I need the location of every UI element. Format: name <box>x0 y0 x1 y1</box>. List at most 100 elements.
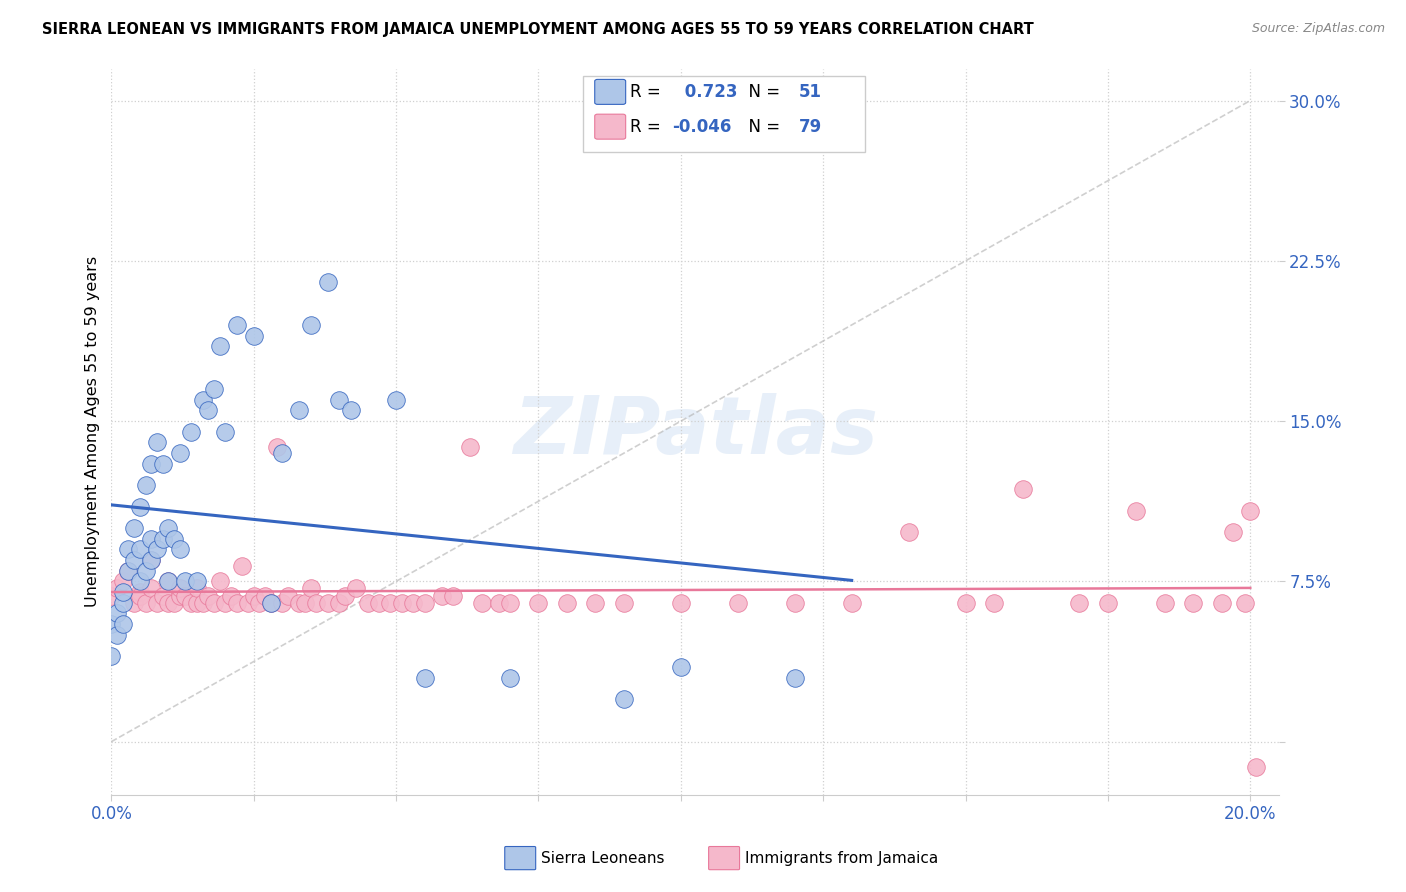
Point <box>202 596 225 610</box>
Point <box>1153 596 1175 610</box>
Point <box>174 574 197 589</box>
Point <box>152 532 174 546</box>
Point <box>169 590 191 604</box>
Point <box>191 596 214 610</box>
Point <box>499 596 522 610</box>
Text: 51: 51 <box>799 83 821 101</box>
Point <box>413 671 436 685</box>
Point <box>208 339 231 353</box>
Point <box>122 521 145 535</box>
Point <box>1239 504 1261 518</box>
Point <box>328 392 350 407</box>
Point <box>146 542 169 557</box>
Y-axis label: Unemployment Among Ages 55 to 59 years: Unemployment Among Ages 55 to 59 years <box>86 256 100 607</box>
Point <box>225 596 247 610</box>
Point <box>316 275 339 289</box>
Point <box>186 596 208 610</box>
Point <box>105 581 128 595</box>
Point <box>219 590 242 604</box>
Text: R =: R = <box>630 83 666 101</box>
Point <box>208 574 231 589</box>
Point <box>214 425 236 439</box>
Text: -0.046: -0.046 <box>672 118 731 136</box>
Point <box>141 457 163 471</box>
Point <box>299 318 322 332</box>
Point <box>157 574 180 589</box>
Point <box>339 403 361 417</box>
Point <box>141 553 163 567</box>
Point <box>117 564 139 578</box>
Point <box>277 590 299 604</box>
Point <box>260 596 283 610</box>
Point <box>141 553 163 567</box>
Point <box>441 590 464 604</box>
Point <box>1233 596 1256 610</box>
Point <box>499 671 522 685</box>
Point <box>225 318 247 332</box>
Point <box>141 532 163 546</box>
Point <box>128 500 150 514</box>
Point <box>146 596 169 610</box>
Point <box>613 692 636 706</box>
Point <box>1182 596 1205 610</box>
Point <box>141 581 163 595</box>
Text: SIERRA LEONEAN VS IMMIGRANTS FROM JAMAICA UNEMPLOYMENT AMONG AGES 55 TO 59 YEARS: SIERRA LEONEAN VS IMMIGRANTS FROM JAMAIC… <box>42 22 1033 37</box>
Point <box>146 435 169 450</box>
Point <box>328 596 350 610</box>
Point <box>128 585 150 599</box>
Point <box>186 581 208 595</box>
Point <box>316 596 339 610</box>
Point <box>157 596 180 610</box>
Text: ZIPatlas: ZIPatlas <box>513 392 877 471</box>
Point <box>470 596 492 610</box>
Point <box>385 392 408 407</box>
Point <box>271 596 294 610</box>
Point <box>527 596 550 610</box>
Point <box>163 596 186 610</box>
Point <box>249 596 271 610</box>
Point <box>380 596 402 610</box>
Point <box>186 574 208 589</box>
Point <box>117 564 139 578</box>
Point <box>157 521 180 535</box>
Text: Source: ZipAtlas.com: Source: ZipAtlas.com <box>1251 22 1385 36</box>
Point <box>111 585 134 599</box>
Point <box>214 596 236 610</box>
Point <box>242 328 264 343</box>
Point <box>202 382 225 396</box>
Point <box>197 590 219 604</box>
Point <box>111 574 134 589</box>
Point <box>669 660 692 674</box>
Point <box>983 596 1005 610</box>
Point <box>135 596 157 610</box>
Point <box>174 590 197 604</box>
Point <box>1011 483 1033 497</box>
Point <box>117 542 139 557</box>
Point <box>344 581 367 595</box>
Point <box>191 392 214 407</box>
Point <box>288 596 311 610</box>
Point <box>111 596 134 610</box>
Point <box>1211 596 1233 610</box>
Point <box>180 425 202 439</box>
Point <box>555 596 578 610</box>
Point <box>783 671 806 685</box>
Point <box>100 617 122 632</box>
Point <box>128 590 150 604</box>
Point <box>1125 504 1147 518</box>
Point <box>458 440 481 454</box>
Point <box>1097 596 1119 610</box>
Text: Immigrants from Jamaica: Immigrants from Jamaica <box>745 851 938 865</box>
Point <box>169 581 191 595</box>
Point <box>583 596 606 610</box>
Point <box>128 542 150 557</box>
Point <box>783 596 806 610</box>
Point <box>122 553 145 567</box>
Text: Sierra Leoneans: Sierra Leoneans <box>541 851 665 865</box>
Text: N =: N = <box>738 83 786 101</box>
Point <box>128 574 150 589</box>
Text: R =: R = <box>630 118 666 136</box>
Point <box>100 590 122 604</box>
Point <box>135 564 157 578</box>
Point <box>157 574 180 589</box>
